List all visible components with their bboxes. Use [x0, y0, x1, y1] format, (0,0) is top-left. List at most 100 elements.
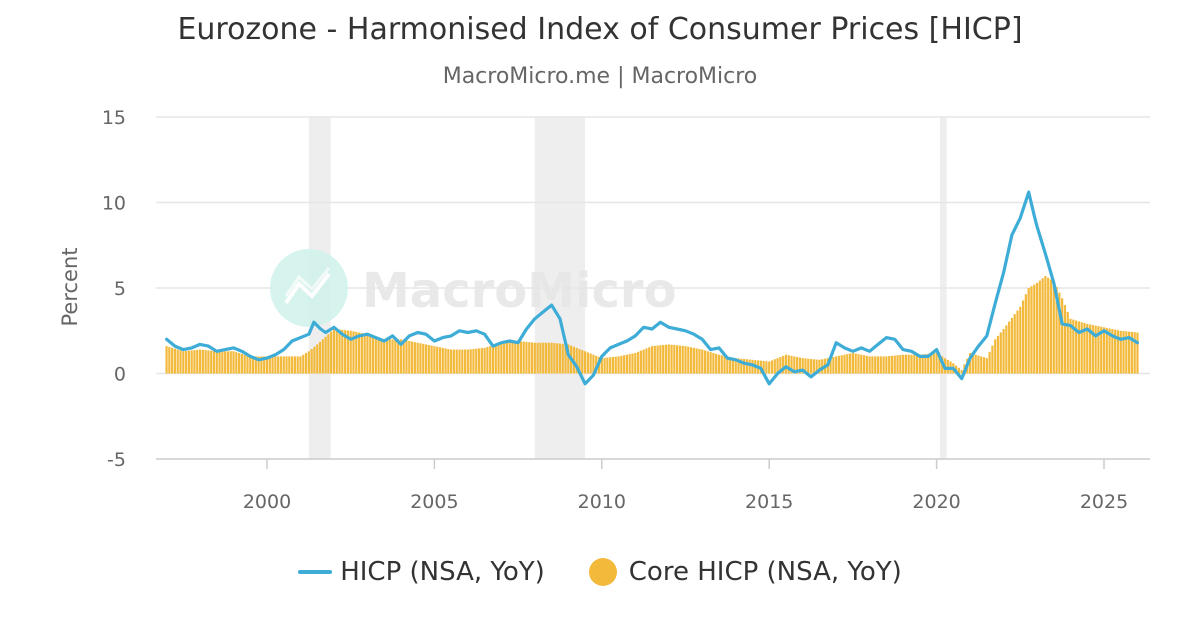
core-hicp-bar: [748, 359, 751, 374]
legend-item-core-hicp[interactable]: Core HICP (NSA, YoY): [588, 557, 902, 587]
core-hicp-bar: [338, 329, 341, 374]
core-hicp-bar: [419, 343, 422, 374]
core-hicp-bar: [740, 358, 743, 374]
core-hicp-bar: [427, 345, 430, 374]
core-hicp-bar: [885, 356, 888, 374]
core-hicp-bar: [302, 354, 305, 374]
core-hicp-bar: [988, 351, 991, 374]
core-hicp-bar: [514, 341, 517, 374]
x-tick-label: 2015: [745, 491, 793, 513]
core-hicp-bars: [165, 276, 1139, 374]
core-hicp-bar: [667, 344, 670, 374]
core-hicp-bar: [310, 348, 313, 374]
core-hicp-bar: [1061, 298, 1064, 374]
core-hicp-bar: [307, 351, 310, 374]
legend-item-hicp[interactable]: HICP (NSA, YoY): [298, 557, 545, 587]
core-hicp-bar: [804, 358, 807, 374]
core-hicp-bar: [212, 350, 216, 374]
core-hicp-bar: [801, 358, 804, 374]
core-hicp-bar: [620, 355, 623, 374]
core-hicp-bar: [809, 358, 813, 374]
core-hicp-bar: [935, 352, 938, 374]
core-hicp-bar: [999, 332, 1002, 374]
core-hicp-bar: [1058, 292, 1061, 374]
y-tick-label: 10: [102, 193, 126, 215]
core-hicp-bar: [765, 361, 768, 374]
y-axis-title: Percent: [58, 247, 82, 326]
core-hicp-bar: [782, 355, 785, 374]
core-hicp-bar: [346, 330, 350, 374]
core-hicp-bar: [179, 350, 182, 374]
core-hicp-bar: [1100, 326, 1103, 374]
core-hicp-bar: [187, 350, 190, 374]
core-hicp-bar: [463, 349, 467, 374]
core-hicp-bar: [341, 329, 344, 374]
core-hicp-bar: [611, 356, 615, 374]
core-hicp-bar: [606, 357, 609, 374]
core-hicp-bar: [402, 339, 405, 374]
core-hicp-bar: [1002, 329, 1005, 374]
core-hicp-bar: [695, 348, 698, 374]
core-hicp-bar: [773, 359, 776, 374]
core-hicp-bar: [430, 345, 433, 374]
core-hicp-bar: [946, 359, 949, 374]
core-hicp-bar: [807, 358, 810, 374]
core-hicp-bar: [603, 357, 606, 374]
core-hicp-bar: [1080, 322, 1083, 374]
core-hicp-bar: [645, 348, 648, 374]
core-hicp-bar: [840, 355, 843, 374]
core-hicp-bar: [221, 351, 224, 374]
core-hicp-bar: [184, 350, 188, 374]
core-hicp-bar: [938, 354, 941, 374]
core-hicp-bar: [720, 355, 723, 374]
core-hicp-bar: [712, 352, 715, 374]
core-hicp-bar: [288, 356, 291, 374]
core-hicp-bar: [715, 353, 718, 374]
core-hicp-bar: [291, 356, 294, 374]
core-hicp-bar: [977, 355, 980, 374]
core-hicp-bar: [254, 356, 257, 374]
core-hicp-bar: [422, 343, 425, 374]
core-hicp-bar: [890, 355, 894, 374]
core-hicp-bar: [1097, 326, 1100, 374]
core-hicp-bar: [670, 344, 673, 374]
legend-label-core-hicp: Core HICP (NSA, YoY): [628, 557, 902, 587]
core-hicp-bar: [218, 351, 221, 374]
core-hicp-bar: [335, 329, 338, 374]
core-hicp-bar: [784, 354, 788, 374]
core-hicp-bar: [790, 355, 793, 374]
core-hicp-bar: [176, 349, 179, 374]
core-hicp-bar: [193, 350, 196, 374]
core-hicp-bar: [438, 347, 442, 374]
core-hicp-bar: [770, 360, 774, 374]
core-hicp-bar: [374, 336, 377, 374]
core-hicp-bar: [494, 344, 497, 374]
core-hicp-bar: [332, 329, 336, 374]
core-hicp-bar: [595, 355, 598, 374]
core-hicp-bar: [854, 353, 857, 374]
core-hicp-bar: [745, 359, 748, 374]
core-hicp-bar: [907, 354, 910, 374]
core-hicp-bar: [893, 355, 896, 374]
core-hicp-bar: [371, 335, 375, 374]
core-hicp-bar: [455, 349, 458, 374]
core-hicp-bar: [246, 355, 249, 374]
core-hicp-bar: [561, 343, 564, 374]
core-hicp-bar: [709, 352, 712, 374]
core-hicp-bar: [190, 350, 193, 374]
core-hicp-bar: [279, 356, 283, 374]
core-hicp-bar: [902, 354, 905, 374]
core-hicp-bar: [865, 355, 868, 374]
core-hicp-bar: [383, 339, 386, 374]
core-hicp-bar: [1094, 325, 1097, 374]
core-hicp-bar: [625, 354, 629, 374]
core-hicp-bar: [226, 351, 230, 374]
core-hicp-bar: [1005, 325, 1008, 374]
core-hicp-bar: [410, 341, 414, 374]
core-hicp-bar: [324, 336, 327, 374]
core-hicp-bar: [1111, 329, 1114, 374]
core-hicp-bar: [659, 345, 662, 374]
core-hicp-bar: [1024, 294, 1027, 374]
legend: HICP (NSA, YoY) Core HICP (NSA, YoY): [0, 550, 1200, 594]
